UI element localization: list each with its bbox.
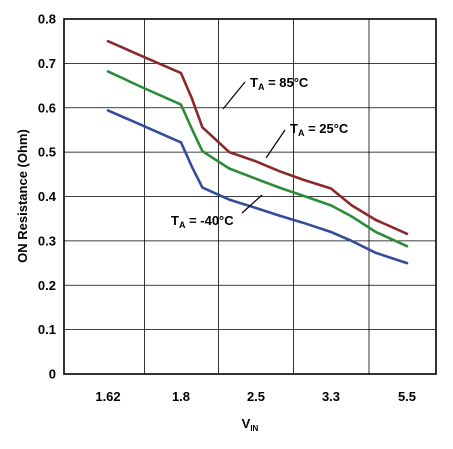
annotation-t25-prefix: T xyxy=(290,121,298,136)
annotations: TA = 85°C TA = 25°C TA = -40°C xyxy=(171,75,349,230)
y-tick-label: 0 xyxy=(49,367,56,382)
x-axis-label-sub: IN xyxy=(250,424,258,433)
y-axis-label: ON Resistance (Ohm) xyxy=(15,129,30,263)
annotation-t85-prefix: T xyxy=(250,75,258,90)
annotation-t85: TA = 85°C xyxy=(250,75,309,92)
annotation-t25-sub: A xyxy=(298,128,305,138)
y-tick-label: 0.3 xyxy=(38,233,56,248)
y-tick-label: 0.4 xyxy=(38,189,57,204)
annotation-t85-suffix: = 85°C xyxy=(264,75,308,90)
annotation-t25-suffix: = 25°C xyxy=(304,121,348,136)
annotation-tm40-prefix: T xyxy=(171,213,179,228)
series-layer xyxy=(106,39,409,265)
x-axis-label-main: V xyxy=(242,416,251,431)
tick-labels: 0 0.1 0.2 0.3 0.4 0.5 0.6 0.7 0.8 1.62 1.8 2.5 3.3 5.… xyxy=(38,12,416,405)
x-tick-label: 5.5 xyxy=(398,389,416,404)
annotation-tm40-suffix: = -40°C xyxy=(185,213,234,228)
x-tick-label: 2.5 xyxy=(247,389,265,404)
annotation-leader-85 xyxy=(222,81,246,110)
series-line-t25 xyxy=(106,70,409,248)
y-tick-label: 0.7 xyxy=(38,56,56,71)
plot-frame xyxy=(63,18,437,375)
x-tick-label: 3.3 xyxy=(322,389,340,404)
x-tick-label: 1.62 xyxy=(95,389,120,404)
annotation-tm40: TA = -40°C xyxy=(171,213,234,230)
x-tick-label: 1.8 xyxy=(172,389,190,404)
x-axis-label: VIN xyxy=(242,416,259,433)
y-tick-label: 0.5 xyxy=(38,145,56,160)
y-tick-label: 0.6 xyxy=(38,100,56,115)
series-line-tm40 xyxy=(106,109,409,265)
y-tick-label: 0.2 xyxy=(38,278,56,293)
annotation-t25: TA = 25°C xyxy=(290,121,349,138)
annotation-leader-m40 xyxy=(241,194,263,214)
series-line-t85 xyxy=(106,39,409,236)
y-tick-label: 0.8 xyxy=(38,12,56,27)
annotation-leader-25 xyxy=(265,129,286,159)
grid xyxy=(64,19,436,374)
y-tick-label: 0.1 xyxy=(38,322,56,337)
annotation-tm40-sub: A xyxy=(179,220,186,230)
annotation-t85-sub: A xyxy=(258,82,265,92)
